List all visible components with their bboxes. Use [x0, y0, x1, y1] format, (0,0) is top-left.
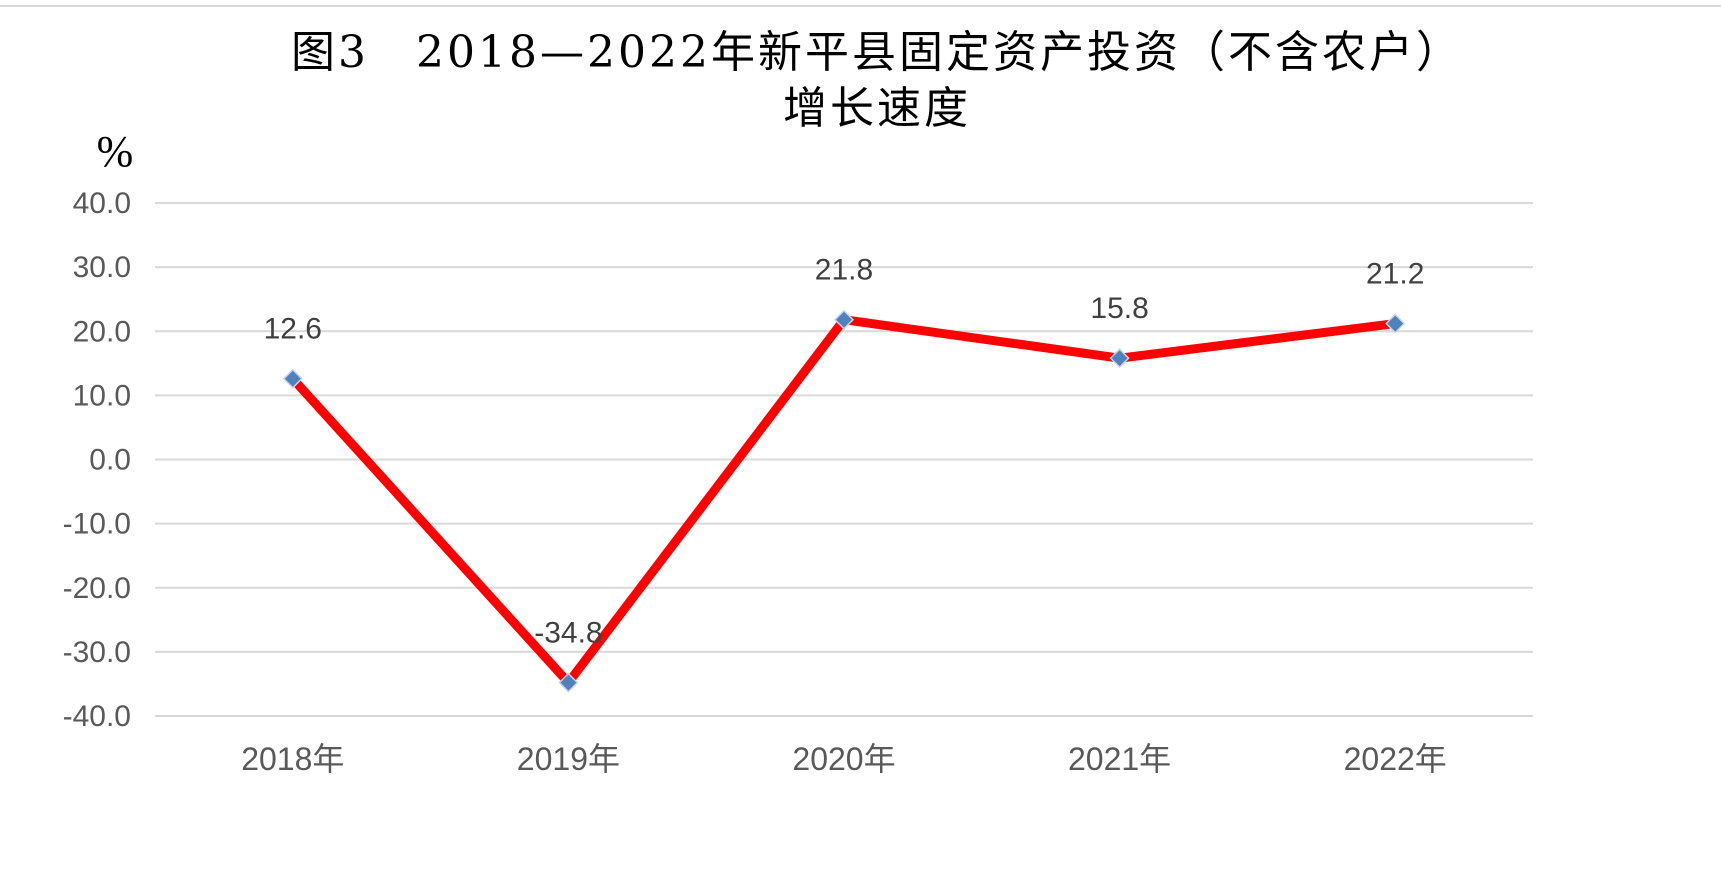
y-tick-label: 30.0 [73, 251, 131, 284]
y-tick-label: -10.0 [63, 508, 131, 541]
x-axis-ticks: 2018年 2019年 2020年 2021年 2022年 [241, 741, 1447, 777]
chart-title-line1: 图3 2018—2022年新平县固定资产投资（不含农户） [291, 27, 1463, 78]
x-tick-label: 2021年 [1068, 741, 1171, 777]
data-label: -34.8 [534, 617, 602, 650]
y-axis-unit: % [97, 127, 134, 176]
data-point [558, 672, 579, 693]
y-tick-label: 0.0 [89, 444, 131, 477]
y-tick-label: -20.0 [63, 572, 131, 605]
x-tick-label: 2020年 [792, 741, 895, 777]
y-tick-label: 10.0 [73, 379, 131, 412]
x-tick-label: 2019年 [517, 741, 620, 777]
data-label: 21.8 [815, 254, 873, 287]
x-tick-label: 2022年 [1344, 741, 1447, 777]
y-tick-label: -40.0 [63, 700, 131, 733]
data-label: 12.6 [264, 313, 322, 346]
x-tick-label: 2018年 [241, 741, 344, 777]
chart-title-line2: 增长速度 [783, 83, 971, 134]
y-tick-label: 40.0 [73, 187, 131, 220]
series-line [289, 315, 1396, 688]
data-point [833, 309, 855, 330]
y-tick-label: 20.0 [73, 315, 131, 348]
series-polyline [289, 315, 1396, 688]
data-labels: 12.6 -34.8 21.8 15.8 21.2 [264, 254, 1425, 650]
data-point [1385, 313, 1406, 334]
series-markers [282, 309, 1406, 693]
data-point [1109, 348, 1130, 369]
data-label: 21.2 [1366, 258, 1424, 291]
data-point [282, 368, 303, 389]
y-tick-label: -30.0 [63, 636, 131, 669]
data-label: 15.8 [1090, 292, 1148, 325]
gridlines [155, 202, 1533, 717]
y-axis-ticks: 40.0 30.0 20.0 10.0 0.0 -10.0 -20.0 -30.0 -40.0 [63, 187, 131, 733]
